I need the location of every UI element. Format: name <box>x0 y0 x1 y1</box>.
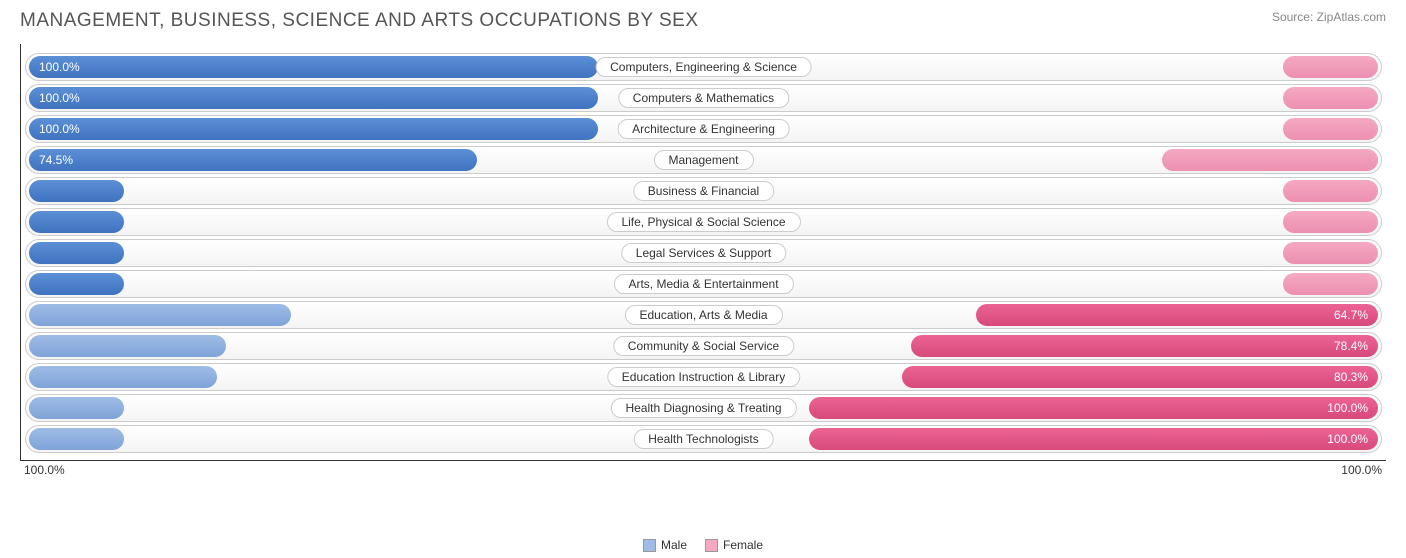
table-row: 100.0% 0.0% Computers & Mathematics <box>25 84 1382 112</box>
category-label: Education, Arts & Media <box>624 305 782 325</box>
swatch-female-icon <box>705 539 718 552</box>
table-row: 0.0%0.0%Life, Physical & Social Science <box>25 208 1382 236</box>
table-row: 100.0% 0.0% Architecture & Engineering <box>25 115 1382 143</box>
category-label: Computers & Mathematics <box>618 88 789 108</box>
female-value: 0.0% <box>1378 215 1382 229</box>
male-value: 0.0% <box>25 277 29 291</box>
male-value: 21.6% <box>25 339 29 353</box>
male-bar: 0.0% <box>29 242 124 264</box>
female-bar: 0.0% <box>1283 242 1378 264</box>
female-value: 0.0% <box>1378 122 1382 136</box>
male-value: 100.0% <box>39 91 80 105</box>
male-bar: 0.0% <box>29 397 124 419</box>
male-bar: 0.0% <box>29 211 124 233</box>
chart-plot-area: 100.0% 0.0% Computers, Engineering & Scien… <box>20 44 1386 461</box>
legend-male-label: Male <box>661 538 687 552</box>
table-row: 0.0%0.0%Arts, Media & Entertainment <box>25 270 1382 298</box>
male-value: 0.0% <box>25 184 29 198</box>
female-bar: 0.0% <box>1283 118 1378 140</box>
female-bar: 80.3% <box>902 366 1378 388</box>
chart-header: MANAGEMENT, BUSINESS, SCIENCE AND ARTS O… <box>20 10 1386 32</box>
male-value: 74.5% <box>39 153 73 167</box>
male-bar: 35.3% <box>29 304 291 326</box>
male-bar: 0.0% <box>29 428 124 450</box>
female-value: 25.5% <box>1378 153 1382 167</box>
category-label: Computers, Engineering & Science <box>595 57 812 77</box>
axis-left-label: 100.0% <box>24 463 65 477</box>
female-bar: 100.0% <box>809 428 1378 450</box>
male-bar: 100.0% <box>29 56 598 78</box>
male-bar: 19.7% <box>29 366 217 388</box>
female-bar: 0.0% <box>1283 211 1378 233</box>
male-bar: 0.0% <box>29 273 124 295</box>
table-row: 19.7% 80.3% Education Instruction & Librar… <box>25 363 1382 391</box>
table-row: 35.3% 64.7% Education, Arts & Media <box>25 301 1382 329</box>
category-label: Community & Social Service <box>613 336 794 356</box>
table-row: 0.0%0.0%Business & Financial <box>25 177 1382 205</box>
male-value: 0.0% <box>25 215 29 229</box>
female-value: 0.0% <box>1378 91 1382 105</box>
legend-male: Male <box>643 538 687 552</box>
female-bar: 0.0% <box>1283 87 1378 109</box>
female-value: 64.7% <box>1334 308 1368 322</box>
female-value: 78.4% <box>1334 339 1368 353</box>
category-label: Education Instruction & Library <box>607 367 800 387</box>
female-bar: 100.0% <box>809 397 1378 419</box>
female-bar: 0.0% <box>1283 180 1378 202</box>
axis-labels: 100.0% 100.0% <box>24 463 1382 477</box>
category-label: Life, Physical & Social Science <box>606 212 800 232</box>
female-bar: 64.7% <box>976 304 1378 326</box>
female-value: 0.0% <box>1378 246 1382 260</box>
female-bar: 78.4% <box>911 335 1378 357</box>
category-label: Architecture & Engineering <box>617 119 790 139</box>
chart-source: Source: ZipAtlas.com <box>1272 10 1386 24</box>
category-label: Legal Services & Support <box>621 243 786 263</box>
male-bar: 74.5% <box>29 149 477 171</box>
male-bar: 0.0% <box>29 180 124 202</box>
male-bar: 100.0% <box>29 87 598 109</box>
female-value: 100.0% <box>1327 432 1368 446</box>
male-value: 0.0% <box>25 401 29 415</box>
table-row: 0.0%0.0%Legal Services & Support <box>25 239 1382 267</box>
category-label: Business & Financial <box>633 181 774 201</box>
category-label: Health Technologists <box>633 429 774 449</box>
swatch-male-icon <box>643 539 656 552</box>
chart-title: MANAGEMENT, BUSINESS, SCIENCE AND ARTS O… <box>20 10 699 32</box>
male-value: 19.7% <box>25 370 29 384</box>
legend-female-label: Female <box>723 538 763 552</box>
female-bar: 0.0% <box>1283 56 1378 78</box>
legend-female: Female <box>705 538 763 552</box>
male-bar: 100.0% <box>29 118 598 140</box>
female-value: 0.0% <box>1378 60 1382 74</box>
table-row: 100.0% 0.0% Computers, Engineering & Scien… <box>25 53 1382 81</box>
male-value: 100.0% <box>39 60 80 74</box>
female-bar: 25.5% <box>1162 149 1378 171</box>
male-value: 100.0% <box>39 122 80 136</box>
table-row: 21.6% 78.4% Community & Social Service <box>25 332 1382 360</box>
table-row: 0.0% 100.0% Health Diagnosing & Treating <box>25 394 1382 422</box>
male-value: 0.0% <box>25 432 29 446</box>
male-bar: 21.6% <box>29 335 226 357</box>
female-value: 100.0% <box>1327 401 1368 415</box>
chart-legend: Male Female <box>643 538 763 552</box>
table-row: 0.0% 100.0% Health Technologists <box>25 425 1382 453</box>
female-value: 0.0% <box>1378 184 1382 198</box>
axis-right-label: 100.0% <box>1341 463 1382 477</box>
category-label: Management <box>653 150 753 170</box>
male-value: 35.3% <box>25 308 29 322</box>
category-label: Health Diagnosing & Treating <box>610 398 796 418</box>
female-value: 80.3% <box>1334 370 1368 384</box>
female-value: 0.0% <box>1378 277 1382 291</box>
female-bar: 0.0% <box>1283 273 1378 295</box>
male-value: 0.0% <box>25 246 29 260</box>
category-label: Arts, Media & Entertainment <box>613 274 793 294</box>
table-row: 74.5% 25.5% Management <box>25 146 1382 174</box>
